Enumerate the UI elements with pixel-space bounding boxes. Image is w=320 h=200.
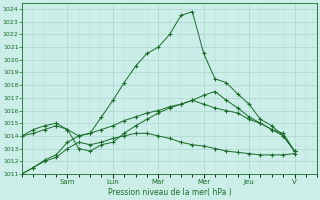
X-axis label: Pression niveau de la mer( hPa ): Pression niveau de la mer( hPa ) — [108, 188, 231, 197]
